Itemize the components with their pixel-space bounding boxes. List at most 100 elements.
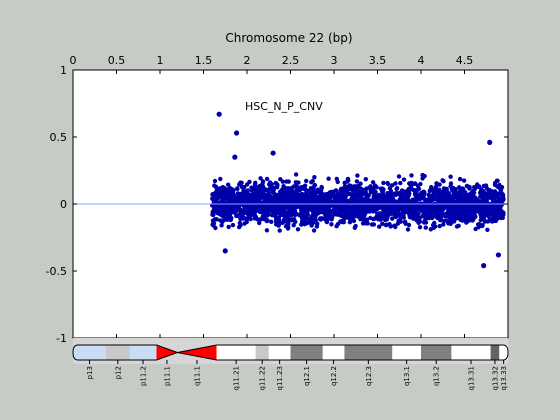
data-point — [327, 215, 332, 221]
data-point — [223, 210, 228, 215]
data-point — [388, 207, 393, 213]
data-point — [489, 217, 495, 222]
data-point — [343, 209, 348, 214]
cytoband-segment — [177, 345, 217, 360]
data-point — [362, 187, 367, 193]
data-point — [309, 196, 314, 201]
data-point — [393, 181, 398, 186]
y-tick-label: 0 — [60, 198, 67, 211]
data-point — [366, 205, 372, 210]
data-point — [410, 181, 415, 187]
data-point-outlier — [222, 248, 228, 254]
data-point — [325, 199, 331, 205]
data-point — [274, 217, 279, 222]
data-point — [244, 182, 250, 187]
data-point — [481, 183, 487, 189]
data-point — [360, 221, 366, 226]
data-point — [236, 191, 242, 197]
data-point — [405, 227, 411, 232]
data-point — [455, 203, 460, 209]
data-point — [371, 204, 376, 209]
cytoband-segment — [290, 345, 323, 360]
data-point — [296, 180, 301, 185]
cytoband-label: q12.1 — [303, 366, 311, 386]
data-point — [271, 188, 276, 193]
data-point — [448, 181, 454, 186]
data-point — [473, 226, 478, 232]
data-point — [276, 205, 281, 210]
data-point — [246, 193, 251, 198]
data-point — [479, 188, 484, 194]
cytoband-segment — [268, 345, 291, 360]
data-point — [435, 195, 440, 200]
cytoband-segment — [216, 345, 256, 360]
cytoband-label: q11.21 — [233, 366, 241, 390]
plot-area: 0 0.5 1 1.5 2 2.5 3 3.5 4 4.5 -1 -0.5 0 0.5 1 HSC_N_P… — [46, 54, 509, 345]
data-point — [255, 197, 260, 202]
data-point — [405, 194, 410, 199]
data-point — [269, 199, 274, 204]
data-point — [327, 204, 332, 209]
data-point — [295, 227, 301, 232]
data-point — [419, 207, 424, 212]
y-tick-label: -0.5 — [46, 265, 67, 278]
data-point — [463, 195, 469, 200]
data-point — [481, 212, 486, 218]
cytoband-label: p13 — [86, 366, 94, 379]
data-point — [488, 193, 493, 199]
data-point — [312, 192, 317, 197]
data-point — [493, 218, 499, 223]
data-point — [457, 190, 463, 196]
x-tick-label: 2 — [244, 54, 251, 67]
data-point — [456, 211, 461, 216]
data-point — [401, 215, 406, 220]
cytoband-segment — [490, 345, 500, 360]
data-point — [390, 183, 395, 188]
data-point — [257, 220, 262, 226]
data-point — [384, 206, 389, 211]
data-point — [232, 205, 237, 211]
data-point — [229, 187, 234, 192]
data-point — [227, 207, 232, 212]
cytoband-segment — [73, 345, 107, 360]
data-point — [368, 184, 373, 190]
data-point — [458, 214, 463, 219]
data-point — [244, 217, 249, 222]
data-point — [315, 209, 320, 215]
data-point — [213, 190, 218, 195]
data-point — [460, 218, 465, 223]
x-axis-ticks: 0 0.5 1 1.5 2 2.5 3 3.5 4 4.5 — [70, 54, 473, 338]
data-point — [451, 192, 456, 197]
data-point — [294, 211, 299, 217]
data-point — [385, 193, 390, 198]
data-point — [213, 225, 218, 231]
data-point — [451, 213, 457, 218]
data-point — [448, 210, 453, 215]
data-point — [441, 222, 446, 227]
data-point — [230, 197, 235, 203]
data-point — [400, 194, 406, 199]
data-point — [414, 189, 419, 194]
data-point — [406, 209, 412, 214]
x-tick-label: 2.5 — [282, 54, 300, 67]
data-point — [467, 185, 472, 190]
data-point — [311, 228, 317, 233]
data-point — [297, 187, 303, 192]
data-point — [484, 186, 490, 191]
data-point — [350, 212, 355, 217]
data-point — [324, 219, 329, 225]
data-point — [264, 176, 270, 182]
data-point — [428, 212, 434, 217]
data-point — [393, 192, 398, 198]
cytoband-segment — [156, 345, 178, 360]
chromosome-ideogram: p13 p12 p11.2 p11.1 q11.1 q11.21 q11.22 q11.23 q… — [72, 338, 509, 390]
data-point — [210, 222, 215, 227]
data-point — [426, 197, 431, 203]
data-point — [239, 180, 244, 185]
cytoband-segment — [106, 345, 130, 360]
data-point — [381, 187, 386, 192]
data-point — [384, 212, 389, 217]
data-point-outlier — [481, 263, 487, 269]
data-point — [330, 194, 335, 199]
